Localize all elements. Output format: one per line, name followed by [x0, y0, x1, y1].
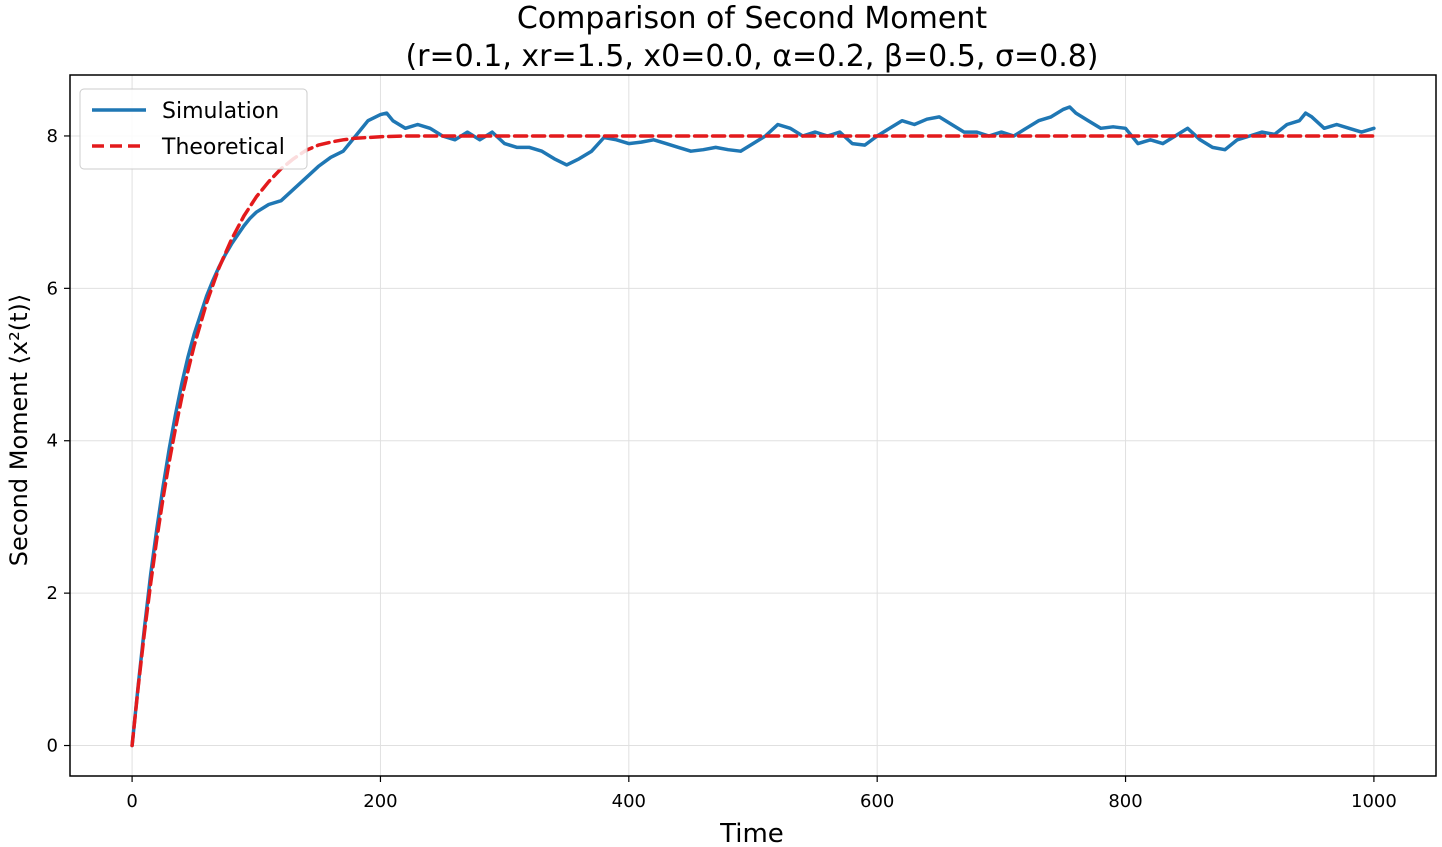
tick-layer: 0 200 400 600 800 1000 0 2 4 6 8: [47, 126, 1397, 812]
legend-label-theoretical: Theoretical: [161, 135, 285, 160]
y-tick-label: 2: [47, 583, 58, 604]
y-tick-label: 0: [47, 736, 58, 757]
y-tick-label: 4: [47, 431, 58, 452]
x-tick-label: 400: [612, 791, 646, 812]
y-tick-label: 6: [47, 278, 58, 299]
plot-frame: [69, 74, 1437, 777]
series-line-simulation: [130, 105, 1376, 748]
x-tick-label: 800: [1108, 791, 1142, 812]
chart-subtitle: (r=0.1, xr=1.5, x0=0.0, α=0.2, β=0.5, σ=…: [405, 39, 1098, 74]
x-tick-label: 0: [126, 791, 137, 812]
y-tick-label: 8: [47, 126, 58, 147]
x-axis-label: Time: [719, 819, 784, 847]
legend-label-simulation: Simulation: [162, 99, 279, 124]
chart-title: Comparison of Second Moment: [517, 1, 987, 36]
x-tick-label: 200: [363, 791, 397, 812]
x-tick-label: 600: [860, 791, 894, 812]
y-axis-label: Second Moment ⟨x²(t)⟩: [5, 294, 33, 566]
x-tick-label: 1000: [1351, 791, 1397, 812]
legend: Simulation Theoretical: [79, 88, 308, 170]
